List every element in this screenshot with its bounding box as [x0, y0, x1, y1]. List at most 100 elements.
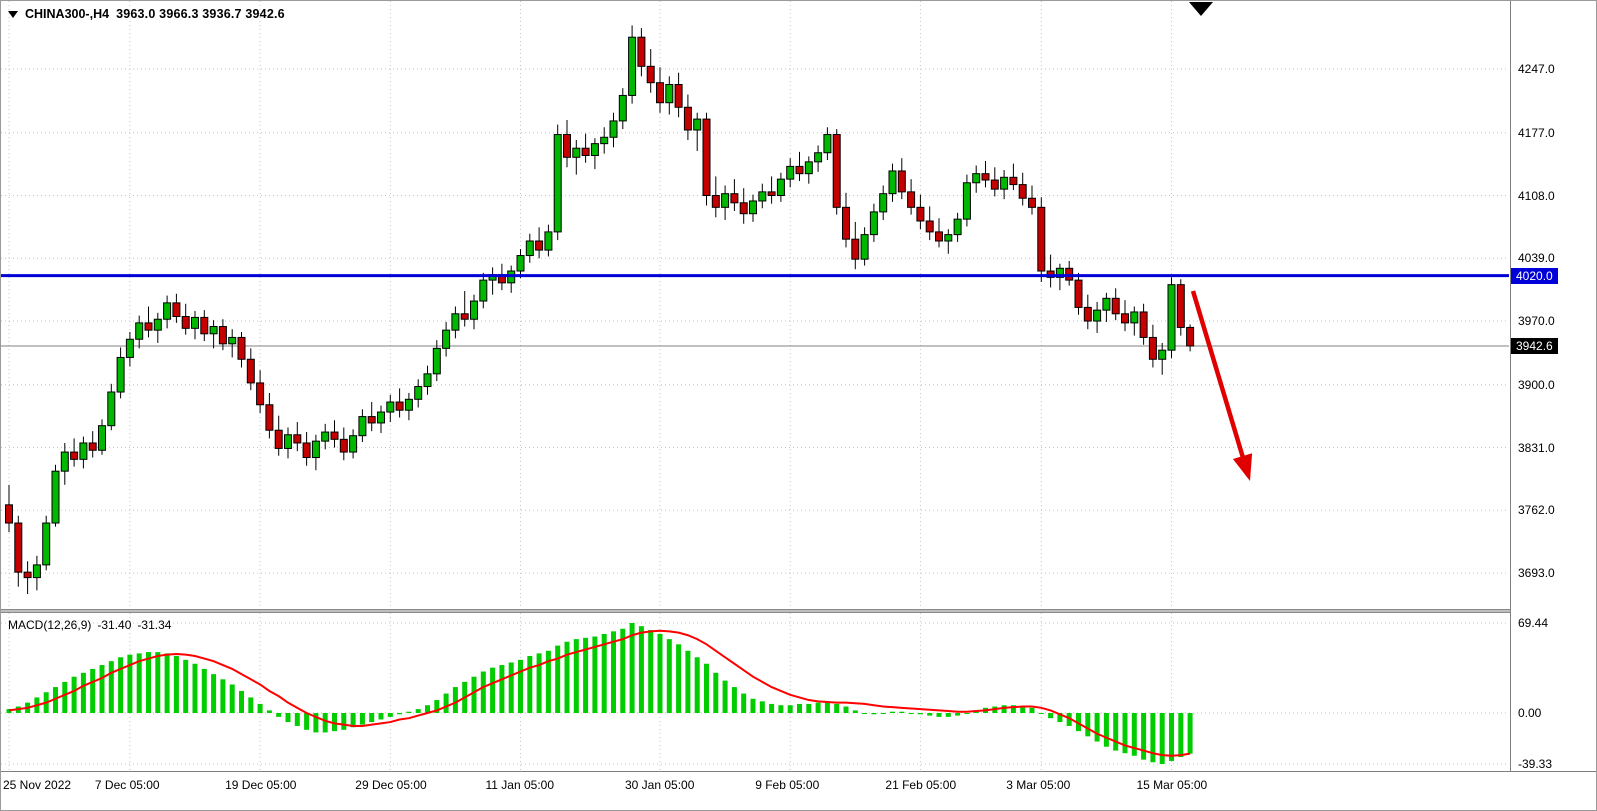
candle [1186, 326, 1195, 347]
candle [1111, 297, 1120, 315]
candle [702, 118, 711, 197]
candle [116, 356, 125, 393]
candle [135, 322, 144, 340]
candlestick-chart-canvas[interactable] [1, 1, 1510, 609]
candle [739, 202, 748, 215]
candle [1121, 313, 1129, 324]
candle [804, 161, 813, 175]
candle [879, 193, 888, 213]
current-price-tag: 3942.6 [1511, 337, 1558, 354]
candle [1130, 311, 1139, 324]
candle [181, 316, 190, 329]
candle [293, 434, 302, 444]
time-tick-label: 30 Jan 05:00 [625, 778, 695, 792]
candle [60, 451, 69, 472]
price-tick-label: 3970.0 [1518, 314, 1555, 329]
candle [618, 94, 627, 122]
price-tick-label: 4177.0 [1518, 125, 1555, 140]
candle [1055, 267, 1064, 278]
candle [944, 234, 953, 242]
time-axis[interactable]: 25 Nov 2022 7 Dec 05:00 19 Dec 05:00 29 Dec… [1, 771, 1596, 810]
candle [814, 152, 823, 163]
candle [590, 143, 599, 156]
candle [749, 200, 757, 215]
candle [535, 240, 544, 251]
macd-histogram [6, 623, 1193, 764]
candle [646, 65, 655, 84]
candle [795, 165, 804, 175]
candle [200, 316, 209, 335]
time-tick-label: 19 Dec 05:00 [225, 778, 297, 792]
candle [1148, 336, 1157, 360]
candle [693, 118, 702, 131]
candle [23, 571, 32, 579]
candle [125, 338, 134, 358]
panel-splitter[interactable] [1, 609, 1596, 613]
candle [153, 318, 162, 331]
candle [172, 302, 181, 318]
price-tick-label: 4039.0 [1518, 251, 1555, 266]
time-tick-label: 11 Jan 05:00 [485, 778, 555, 792]
chart-shift-marker-icon[interactable] [1189, 2, 1213, 16]
candle [265, 404, 274, 431]
candle [907, 191, 916, 208]
candle [721, 193, 730, 208]
candle [330, 431, 339, 440]
candle [218, 326, 227, 345]
time-tick-label: 25 Nov 2022 [3, 778, 72, 792]
candle [237, 336, 246, 360]
candle [479, 279, 488, 302]
macd-grid-lines [1, 613, 1509, 771]
candle [98, 425, 106, 451]
candle [823, 134, 832, 154]
candle [321, 431, 330, 442]
candle [1167, 284, 1176, 351]
candle [832, 134, 841, 208]
price-chart-panel[interactable] [1, 1, 1510, 609]
candle [423, 373, 432, 388]
candle [191, 316, 199, 329]
candle [516, 255, 525, 272]
candle [544, 231, 553, 251]
macd-tick-label: 0.00 [1518, 706, 1542, 720]
candle [609, 120, 618, 138]
expander-icon[interactable] [8, 10, 18, 18]
candle [460, 313, 469, 320]
candle [925, 220, 934, 233]
candle [256, 382, 265, 406]
candle [358, 416, 367, 437]
candle [525, 240, 534, 257]
candle [916, 206, 925, 222]
candle [284, 434, 292, 449]
candle [1139, 311, 1148, 338]
candle [711, 195, 720, 208]
price-tick-label: 3762.0 [1518, 503, 1555, 518]
candle [776, 178, 785, 197]
macd-panel[interactable] [1, 613, 1510, 771]
candle [1093, 309, 1102, 322]
candle [395, 401, 404, 411]
candle [767, 191, 776, 197]
price-scale[interactable]: 4020.0 3942.6 4247.0 4177.0 4108.0 4039.0 39… [1510, 1, 1596, 771]
candle [1102, 297, 1111, 311]
candle [144, 322, 153, 331]
candle [79, 442, 88, 460]
candle [953, 218, 962, 236]
time-tick-label: 15 Mar 05:00 [1136, 778, 1208, 792]
candle [600, 136, 609, 145]
trend-arrow-object[interactable] [1190, 290, 1253, 481]
candle [377, 411, 385, 424]
candle [209, 326, 218, 335]
price-tick-label: 4108.0 [1518, 188, 1555, 203]
time-tick-label: 21 Feb 05:00 [885, 778, 957, 792]
price-tick-label: 3693.0 [1518, 566, 1555, 581]
macd-chart-canvas[interactable] [1, 613, 1510, 771]
hline-price-tag[interactable]: 4020.0 [1511, 267, 1558, 284]
candle [1083, 306, 1092, 322]
candle [51, 470, 60, 524]
candle [851, 238, 860, 260]
candle [683, 106, 692, 131]
candle [432, 347, 441, 375]
candle [451, 313, 460, 331]
candle [163, 302, 172, 320]
